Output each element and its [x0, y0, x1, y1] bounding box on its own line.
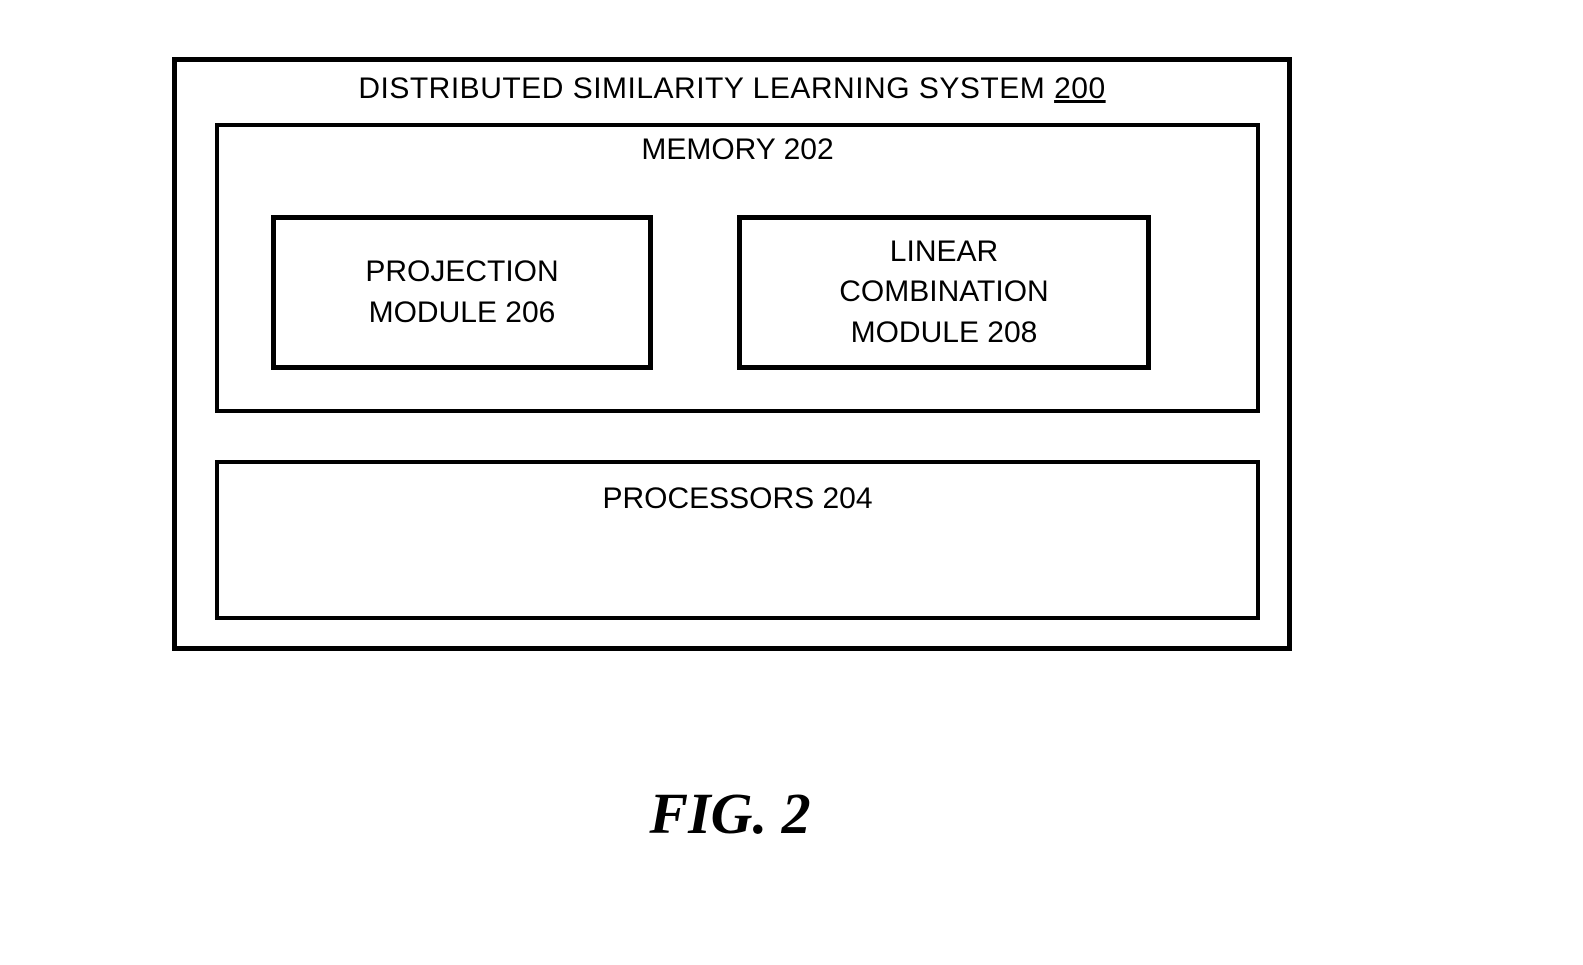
system-title-text: DISTRIBUTED SIMILARITY LEARNING SYSTEM — [358, 72, 1054, 105]
processors-title-ref: 204 — [823, 482, 873, 515]
processors-title: PROCESSORS 204 — [219, 482, 1256, 516]
linear-line3-ref: 208 — [987, 316, 1037, 349]
figure-caption-text: FIG. 2 — [649, 781, 810, 846]
figure-caption: FIG. 2 — [580, 780, 880, 847]
memory-box: MEMORY 202 PROJECTION MODULE 206 LINEAR … — [215, 123, 1260, 413]
projection-line2-text: MODULE — [369, 296, 506, 329]
linear-line2: COMBINATION — [839, 275, 1048, 308]
memory-title: MEMORY 202 — [219, 133, 1256, 167]
linear-module-text: LINEAR COMBINATION MODULE 208 — [839, 232, 1048, 354]
system-title: DISTRIBUTED SIMILARITY LEARNING SYSTEM 2… — [177, 72, 1287, 106]
processors-title-text: PROCESSORS — [602, 482, 822, 515]
system-title-ref: 200 — [1054, 72, 1106, 105]
processors-box: PROCESSORS 204 — [215, 460, 1260, 620]
projection-module-text: PROJECTION MODULE 206 — [365, 252, 558, 333]
projection-line2-ref: 206 — [505, 296, 555, 329]
projection-line1: PROJECTION — [365, 255, 558, 288]
linear-module-box: LINEAR COMBINATION MODULE 208 — [737, 215, 1151, 370]
linear-line3-text: MODULE — [851, 316, 988, 349]
projection-module-box: PROJECTION MODULE 206 — [271, 215, 653, 370]
system-box: DISTRIBUTED SIMILARITY LEARNING SYSTEM 2… — [172, 57, 1292, 651]
memory-title-ref: 202 — [784, 133, 834, 166]
linear-line1: LINEAR — [890, 235, 998, 268]
memory-title-text: MEMORY — [641, 133, 783, 166]
